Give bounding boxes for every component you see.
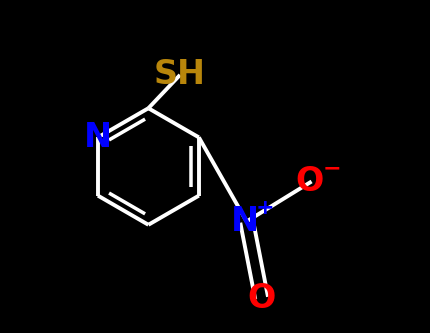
- Text: N: N: [84, 121, 112, 154]
- Text: SH: SH: [154, 58, 206, 92]
- Text: O: O: [248, 281, 276, 315]
- Text: +: +: [256, 198, 274, 218]
- Text: N: N: [231, 205, 259, 238]
- Text: −: −: [322, 158, 341, 178]
- Text: O: O: [296, 165, 324, 198]
